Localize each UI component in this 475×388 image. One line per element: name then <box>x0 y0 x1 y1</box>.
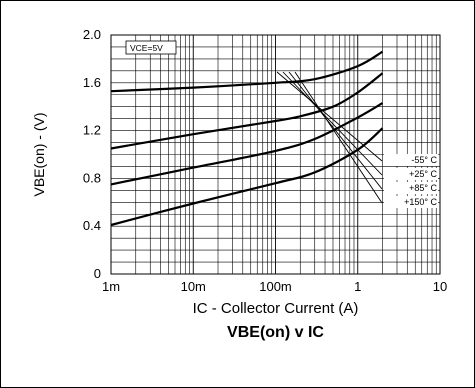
legend-label: +150° C <box>404 197 437 207</box>
series-line <box>110 72 384 150</box>
y-tick-label: 2.0 <box>83 27 101 42</box>
x-axis-label: IC - Collector Current (A) <box>193 300 359 317</box>
legend-label-bg <box>384 168 438 180</box>
x-tick-label: 10m <box>181 279 206 294</box>
x-tick-label: 1 <box>354 279 361 294</box>
legend-label: +25° C <box>409 169 437 179</box>
tick-labels: 1m 10m 100m 1 10 0 0.4 0.8 1.2 1.6 2.0 <box>83 27 447 294</box>
legend-label-bg <box>384 196 438 208</box>
legend-label-bg <box>384 154 438 166</box>
y-tick-label: 1.2 <box>83 123 101 138</box>
legend-label: -55° C <box>411 155 437 165</box>
legend-leader-line <box>282 71 383 176</box>
chart-title: VBE(on) v IC <box>227 324 324 341</box>
y-tick-label: 0 <box>94 266 101 281</box>
x-tick-label: 100m <box>259 279 292 294</box>
legend-label: +85° C <box>409 183 437 193</box>
legend-label-bg <box>384 182 438 194</box>
y-tick-label: 1.6 <box>83 75 101 90</box>
legend-leader-line <box>276 71 383 162</box>
y-tick-label: 0.4 <box>83 218 101 233</box>
legend-leaders: -55° C +25° C +85° C +150° C <box>276 71 438 208</box>
legend-leader-line <box>294 71 383 204</box>
plot-area <box>110 34 441 275</box>
legend-leader-line <box>288 71 383 190</box>
series-line <box>110 50 384 93</box>
y-tick-label: 0.8 <box>83 170 101 185</box>
series-line <box>110 102 384 186</box>
y-axis-label: VBE(on) - (V) <box>31 112 47 196</box>
x-tick-label: 10 <box>433 279 447 294</box>
vce-annotation-text: VCE=5V <box>130 43 163 53</box>
x-tick-label: 1m <box>102 279 120 294</box>
vce-annotation: VCE=5V <box>125 40 177 55</box>
